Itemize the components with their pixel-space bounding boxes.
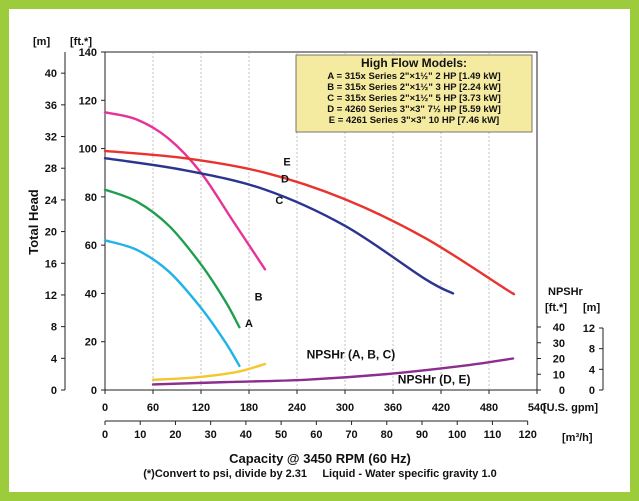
x-tick-label-gpm: 120: [192, 402, 210, 414]
npshr-m-tick-label: 8: [589, 344, 595, 356]
x-tick-label-gpm: 240: [288, 402, 306, 414]
npshr-axis-title: NPSHr: [548, 286, 584, 298]
x-tick-label-gpm: 480: [480, 402, 498, 414]
curve-label-layer: A B CDE NPSHr (A, B, C)NPSHr (D, E): [245, 156, 470, 386]
y-ft-tick-label: 100: [79, 144, 97, 156]
x2-tick-label-m3h: 10: [134, 429, 146, 441]
npshr-curve-de: [151, 357, 515, 386]
x2-tick-label-m3h: 50: [275, 429, 287, 441]
x2-tick-label-m3h: 60: [310, 429, 322, 441]
y-m-tick-label: 40: [45, 68, 57, 80]
npshr-m-tick-label: 0: [589, 385, 595, 397]
curve-label-b: B: [255, 292, 263, 304]
y-m-tick-label: 8: [51, 322, 57, 334]
npshr-curve-abc: [151, 362, 267, 381]
npshr-ft-tick-label: 0: [559, 385, 565, 397]
y-m-tick-label: 24: [45, 195, 58, 207]
x-tick-label-gpm: 360: [384, 402, 402, 414]
head-curve-c: [103, 111, 267, 271]
y-m-tick-label: 36: [45, 100, 57, 112]
y-m-tick-label: 12: [45, 290, 57, 302]
npshr-unit-m: [m]: [583, 302, 600, 314]
y-axis-title: Total Head: [26, 189, 41, 255]
head-curve-a: [103, 239, 241, 368]
x2-tick-label-m3h: 90: [416, 429, 428, 441]
left-unit-ft: [ft.*]: [70, 36, 92, 48]
npshr-ft-tick-label: 30: [553, 338, 565, 350]
y-ft-tick-label: 120: [79, 95, 97, 107]
x-tick-label-gpm: 180: [240, 402, 258, 414]
x2-tick-label-m3h: 70: [345, 429, 357, 441]
head-curve-d: [103, 157, 455, 295]
legend: High Flow Models: A = 315x Series 2"×1½"…: [295, 54, 533, 133]
legend-line-c: C = 315x Series 2"×1½" 5 HP [3.73 kW]: [327, 93, 501, 104]
x2-tick-label-m3h: 20: [169, 429, 181, 441]
curve-label-a: A: [245, 318, 253, 330]
plot-area: [104, 51, 538, 391]
x2-tick-label-m3h: 40: [240, 429, 252, 441]
x-unit-m3h: [m³/h]: [562, 432, 593, 444]
npshr-unit-ft: [ft.*]: [545, 302, 567, 314]
curve-label-e: E: [283, 156, 290, 168]
series-layer: [103, 111, 516, 386]
x2-tick-label-m3h: 110: [484, 429, 502, 441]
y-m-tick-label: 16: [45, 258, 57, 270]
npshr-m-tick-label: 12: [583, 323, 595, 335]
curve-label-c: C: [275, 195, 283, 207]
x2-tick-label-m3h: 100: [448, 429, 466, 441]
legend-line-d: D = 4260 Series 3"×3" 7½ HP [5.59 kW]: [327, 104, 501, 115]
npshr-ft-tick-label: 10: [553, 369, 565, 381]
x-tick-label-gpm: 540: [528, 402, 546, 414]
legend-line-e: E = 4261 Series 3"×3" 10 HP [7.46 kW]: [329, 115, 499, 126]
x2-tick-label-m3h: 80: [381, 429, 393, 441]
y-m-tick-label: 4: [51, 353, 58, 365]
left-unit-m: [m]: [33, 36, 50, 48]
x2-tick-label-m3h: 120: [518, 429, 536, 441]
head-curve-e: [103, 149, 516, 296]
y-ft-tick-label: 40: [85, 288, 97, 300]
y-m-tick-label: 32: [45, 132, 57, 144]
x2-tick-label-m3h: 0: [102, 429, 108, 441]
y-ft-tick-label: 0: [91, 385, 97, 397]
footer-note: (*)Convert to psi, divide by 2.31 Liquid…: [143, 468, 497, 480]
npshr-m-tick-label: 4: [589, 364, 596, 376]
head-curve-b: [103, 188, 241, 329]
y-ft-tick-label: 80: [85, 192, 97, 204]
legend-line-a: A = 315x Series 2"×1½" 2 HP [1.49 kW]: [327, 71, 500, 82]
x-axis-title: Capacity @ 3450 RPM (60 Hz): [229, 451, 411, 466]
x-tick-label-gpm: 300: [336, 402, 354, 414]
y-ft-tick-label: 140: [79, 47, 97, 59]
legend-line-b: B = 315x Series 2"×1½" 3 HP [2.24 kW]: [327, 82, 501, 93]
x-tick-label-gpm: 60: [147, 402, 159, 414]
y-ft-tick-label: 60: [85, 240, 97, 252]
legend-box: [295, 54, 533, 133]
y-m-tick-label: 0: [51, 385, 57, 397]
y-m-tick-label: 20: [45, 227, 57, 239]
x-tick-label-gpm: 0: [102, 402, 108, 414]
x2-tick-label-m3h: 30: [205, 429, 217, 441]
legend-title: High Flow Models:: [361, 56, 467, 70]
npshr-ft-tick-label: 40: [553, 322, 565, 334]
npshr-label-abc: NPSHr (A, B, C): [307, 348, 396, 362]
x-tick-label-gpm: 420: [432, 402, 450, 414]
y-ft-tick-label: 20: [85, 337, 97, 349]
x-unit-gpm: [U.S. gpm]: [543, 402, 598, 414]
y-m-tick-label: 28: [45, 163, 57, 175]
npshr-ft-tick-label: 20: [553, 354, 565, 366]
curve-label-d: D: [281, 173, 289, 185]
npshr-label-de: NPSHr (D, E): [398, 373, 471, 387]
